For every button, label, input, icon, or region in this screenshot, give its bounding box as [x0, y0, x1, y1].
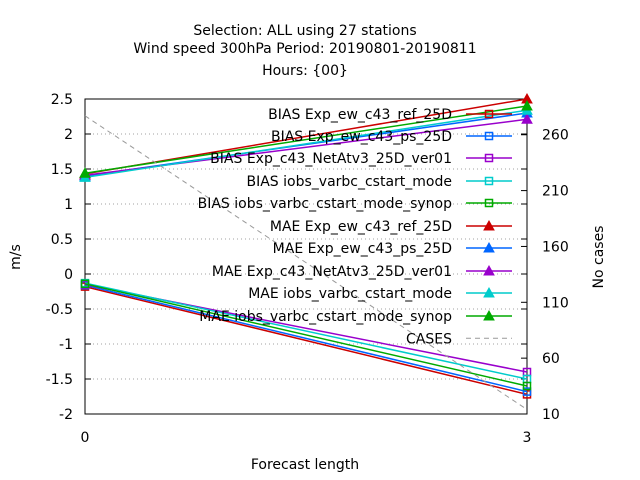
data-point	[522, 381, 532, 391]
y-axis-label: m/s	[8, 244, 24, 270]
series-line	[84, 284, 528, 393]
data-point	[80, 279, 90, 289]
data-point	[79, 167, 91, 178]
y-tick-label: -0.5	[46, 302, 73, 318]
x-tick-label: 0	[81, 430, 90, 446]
legend-label: MAE Exp_c43_NetAtv3_25D_ver01	[212, 264, 452, 280]
legend-swatch-marker	[483, 219, 495, 231]
y-tick-label: 1	[64, 197, 73, 213]
title-block: Selection: ALL using 27 stations Wind sp…	[133, 23, 476, 79]
y2-tick-label: 110	[542, 295, 569, 311]
legend-swatch-marker	[484, 153, 494, 163]
series-line	[84, 282, 528, 380]
legend: BIAS Exp_ew_c43_ref_25D BIAS Exp_ew_c43_p…	[198, 107, 512, 347]
axes: -2 -1.5 -1 -0.5 0 0.5 1 1.5 2 2.5 10 60 110 160 210 260…	[46, 92, 569, 446]
y-tick-label: -1	[59, 337, 73, 353]
y2-tick-label: 210	[542, 184, 569, 200]
legend-swatch-marker	[484, 131, 494, 141]
series-line	[84, 283, 528, 387]
legend-label: BIAS iobs_varbc_cstart_mode_synop	[198, 196, 453, 212]
data-point	[521, 113, 533, 124]
legend-label: MAE Exp_ew_c43_ps_25D	[273, 241, 452, 257]
y-tick-label: 2.5	[51, 92, 73, 108]
y-tick-label: 0.5	[51, 232, 73, 248]
legend-label: MAE iobs_varbc_cstart_mode_synop	[199, 309, 452, 325]
legend-swatch-marker	[484, 198, 494, 208]
legend-swatch-marker	[483, 309, 495, 321]
legend-label: MAE Exp_ew_c43_ref_25D	[270, 219, 452, 235]
legend-label: BIAS Exp_ew_c43_ps_25D	[271, 129, 452, 145]
y-tick-label: -2	[59, 407, 73, 423]
legend-swatch-marker	[484, 109, 494, 119]
y2-tick-label: 60	[542, 351, 560, 367]
chart-title-line-1: Selection: ALL using 27 stations	[193, 23, 416, 39]
y2-tick-label: 160	[542, 239, 569, 255]
legend-swatch-marker	[483, 286, 495, 298]
x-tick-label: 3	[523, 430, 532, 446]
series-line	[84, 105, 528, 174]
legend-label: MAE iobs_varbc_cstart_mode	[248, 286, 452, 302]
legend-swatch-marker	[484, 176, 494, 186]
legend-swatch-marker	[483, 241, 495, 253]
plot-frame	[84, 98, 528, 415]
y2-tick-label: 10	[542, 407, 560, 423]
series-line	[84, 109, 528, 179]
legend-label: CASES	[406, 331, 452, 347]
legend-swatch-marker	[483, 264, 495, 276]
legend-label: BIAS Exp_ew_c43_ref_25D	[268, 107, 452, 123]
y2-axis-label: No cases	[591, 226, 607, 289]
data-point	[521, 99, 533, 111]
y-tick-label: 1.5	[51, 162, 73, 178]
y-tick-label: 0	[64, 267, 73, 283]
chart-title-line-2: Wind speed 300hPa Period: 20190801-20190…	[133, 41, 476, 57]
y-tick-label: 2	[64, 127, 73, 143]
y-tick-label: -1.5	[46, 372, 73, 388]
y2-tick-label: 260	[542, 128, 569, 144]
x-axis-label: Forecast length	[251, 457, 359, 473]
series-line	[84, 115, 528, 410]
legend-label: BIAS iobs_varbc_cstart_mode	[247, 174, 453, 190]
series-line	[84, 285, 528, 396]
series-group	[79, 92, 533, 410]
legend-label: BIAS Exp_c43_NetAtv3_25D_ver01	[210, 151, 452, 167]
chart-title-line-3: Hours: {00}	[262, 63, 348, 79]
data-point	[522, 387, 532, 396]
